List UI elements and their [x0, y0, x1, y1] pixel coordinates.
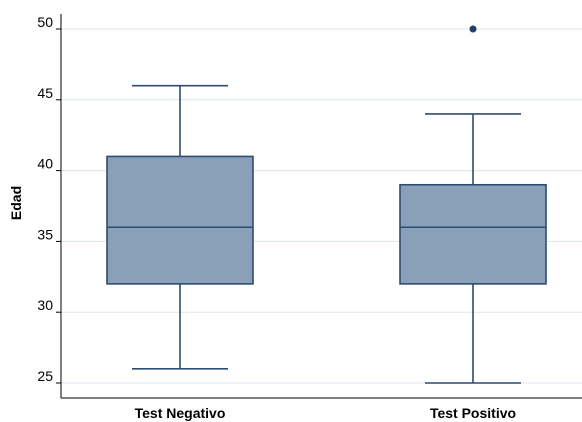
box-test-positivo [399, 25, 547, 384]
x-category-labels: Test Negativo Test Positivo [135, 405, 516, 421]
x-label-test-positivo: Test Positivo [430, 405, 516, 421]
y-tick-label-35: 35 [37, 226, 53, 242]
iqr-box [399, 183, 547, 285]
axes [60, 14, 582, 399]
box-test-negativo [106, 84, 254, 370]
y-tick-label-50: 50 [37, 14, 53, 30]
y-tick-label-25: 25 [37, 368, 53, 384]
boxes [106, 25, 547, 384]
y-tick-label-45: 45 [37, 85, 53, 101]
x-label-test-negativo: Test Negativo [135, 405, 226, 421]
y-tick-labels: 25 30 35 40 45 50 [37, 14, 61, 384]
outlier-point [469, 25, 477, 33]
y-tick-label-40: 40 [37, 156, 53, 172]
y-axis-title: Edad [8, 186, 24, 220]
iqr-box [106, 155, 254, 285]
y-tick-label-30: 30 [37, 297, 53, 313]
